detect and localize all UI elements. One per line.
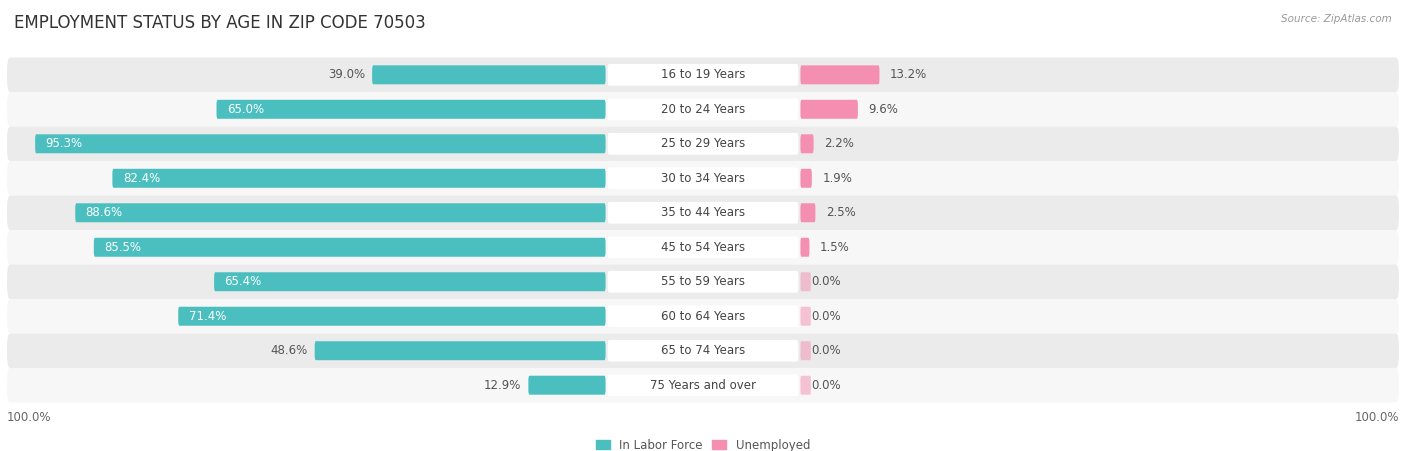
Text: 45 to 54 Years: 45 to 54 Years bbox=[661, 241, 745, 254]
FancyBboxPatch shape bbox=[112, 169, 606, 188]
FancyBboxPatch shape bbox=[7, 333, 1399, 368]
FancyBboxPatch shape bbox=[607, 133, 799, 155]
FancyBboxPatch shape bbox=[217, 100, 606, 119]
Text: 16 to 19 Years: 16 to 19 Years bbox=[661, 68, 745, 81]
FancyBboxPatch shape bbox=[607, 271, 799, 293]
FancyBboxPatch shape bbox=[607, 167, 799, 189]
FancyBboxPatch shape bbox=[7, 368, 1399, 402]
FancyBboxPatch shape bbox=[7, 92, 1399, 127]
Text: 100.0%: 100.0% bbox=[1354, 411, 1399, 424]
FancyBboxPatch shape bbox=[7, 161, 1399, 196]
Text: 71.4%: 71.4% bbox=[188, 310, 226, 323]
Text: 95.3%: 95.3% bbox=[45, 137, 83, 150]
Text: 0.0%: 0.0% bbox=[811, 344, 841, 357]
Text: 0.0%: 0.0% bbox=[811, 310, 841, 323]
FancyBboxPatch shape bbox=[800, 376, 811, 395]
FancyBboxPatch shape bbox=[7, 127, 1399, 161]
FancyBboxPatch shape bbox=[7, 230, 1399, 264]
FancyBboxPatch shape bbox=[607, 305, 799, 327]
FancyBboxPatch shape bbox=[800, 65, 879, 84]
FancyBboxPatch shape bbox=[315, 341, 606, 360]
Text: 75 Years and over: 75 Years and over bbox=[650, 379, 756, 392]
FancyBboxPatch shape bbox=[800, 169, 811, 188]
Text: 88.6%: 88.6% bbox=[86, 206, 122, 219]
FancyBboxPatch shape bbox=[800, 307, 811, 326]
FancyBboxPatch shape bbox=[800, 100, 858, 119]
Legend: In Labor Force, Unemployed: In Labor Force, Unemployed bbox=[591, 434, 815, 451]
FancyBboxPatch shape bbox=[179, 307, 606, 326]
Text: 2.2%: 2.2% bbox=[824, 137, 853, 150]
Text: Source: ZipAtlas.com: Source: ZipAtlas.com bbox=[1281, 14, 1392, 23]
Text: 30 to 34 Years: 30 to 34 Years bbox=[661, 172, 745, 185]
Text: 1.5%: 1.5% bbox=[820, 241, 849, 254]
Text: 39.0%: 39.0% bbox=[328, 68, 366, 81]
Text: 48.6%: 48.6% bbox=[270, 344, 308, 357]
Text: 82.4%: 82.4% bbox=[122, 172, 160, 185]
Text: 85.5%: 85.5% bbox=[104, 241, 141, 254]
FancyBboxPatch shape bbox=[7, 264, 1399, 299]
FancyBboxPatch shape bbox=[529, 376, 606, 395]
Text: 1.9%: 1.9% bbox=[823, 172, 852, 185]
FancyBboxPatch shape bbox=[800, 203, 815, 222]
FancyBboxPatch shape bbox=[607, 98, 799, 120]
FancyBboxPatch shape bbox=[800, 341, 811, 360]
FancyBboxPatch shape bbox=[214, 272, 606, 291]
Text: 0.0%: 0.0% bbox=[811, 379, 841, 392]
FancyBboxPatch shape bbox=[607, 202, 799, 224]
Text: 13.2%: 13.2% bbox=[890, 68, 927, 81]
FancyBboxPatch shape bbox=[7, 196, 1399, 230]
FancyBboxPatch shape bbox=[94, 238, 606, 257]
FancyBboxPatch shape bbox=[607, 340, 799, 362]
Text: 65.0%: 65.0% bbox=[226, 103, 264, 116]
Text: EMPLOYMENT STATUS BY AGE IN ZIP CODE 70503: EMPLOYMENT STATUS BY AGE IN ZIP CODE 705… bbox=[14, 14, 426, 32]
FancyBboxPatch shape bbox=[607, 64, 799, 86]
FancyBboxPatch shape bbox=[800, 238, 810, 257]
FancyBboxPatch shape bbox=[607, 236, 799, 258]
Text: 100.0%: 100.0% bbox=[7, 411, 52, 424]
FancyBboxPatch shape bbox=[607, 374, 799, 396]
FancyBboxPatch shape bbox=[35, 134, 606, 153]
Text: 60 to 64 Years: 60 to 64 Years bbox=[661, 310, 745, 323]
FancyBboxPatch shape bbox=[800, 134, 814, 153]
FancyBboxPatch shape bbox=[76, 203, 606, 222]
Text: 12.9%: 12.9% bbox=[484, 379, 522, 392]
Text: 65.4%: 65.4% bbox=[225, 275, 262, 288]
Text: 0.0%: 0.0% bbox=[811, 275, 841, 288]
Text: 2.5%: 2.5% bbox=[825, 206, 856, 219]
FancyBboxPatch shape bbox=[800, 272, 811, 291]
FancyBboxPatch shape bbox=[7, 58, 1399, 92]
Text: 35 to 44 Years: 35 to 44 Years bbox=[661, 206, 745, 219]
Text: 20 to 24 Years: 20 to 24 Years bbox=[661, 103, 745, 116]
Text: 9.6%: 9.6% bbox=[869, 103, 898, 116]
FancyBboxPatch shape bbox=[373, 65, 606, 84]
Text: 55 to 59 Years: 55 to 59 Years bbox=[661, 275, 745, 288]
Text: 25 to 29 Years: 25 to 29 Years bbox=[661, 137, 745, 150]
FancyBboxPatch shape bbox=[7, 299, 1399, 333]
Text: 65 to 74 Years: 65 to 74 Years bbox=[661, 344, 745, 357]
